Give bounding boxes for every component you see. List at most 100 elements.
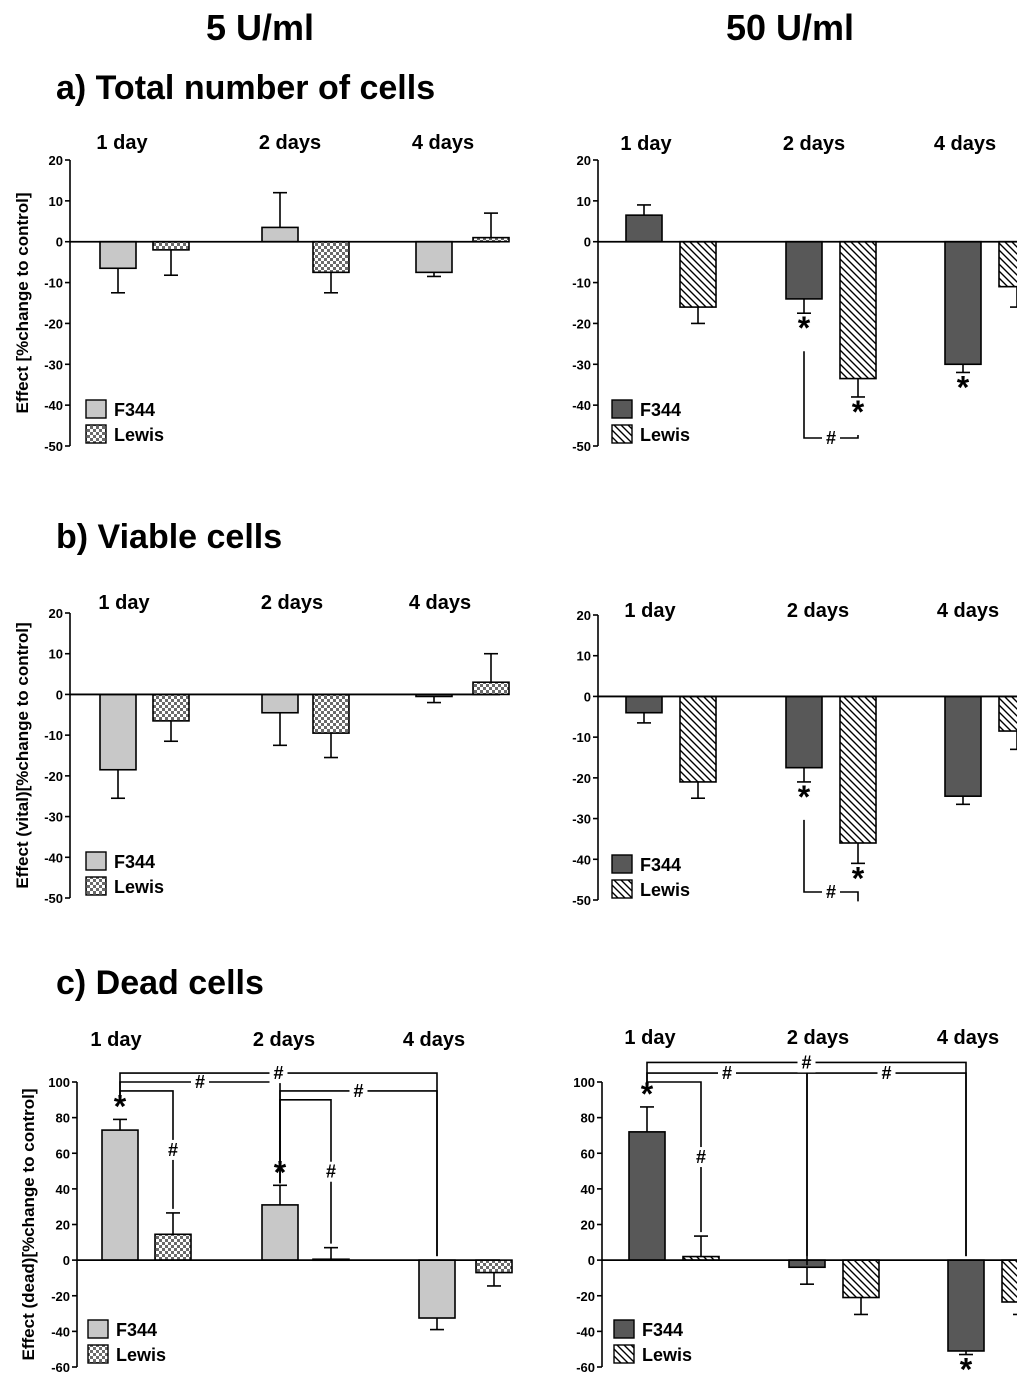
significance-star: *	[852, 860, 865, 896]
bar-f344	[947, 1259, 985, 1352]
legend-label-lewis: Lewis	[640, 880, 690, 900]
bar-f344	[785, 240, 823, 300]
bar-f344	[261, 1204, 299, 1261]
y-tick-label: -40	[572, 852, 591, 867]
chart-c-50: 100 80 60 40 20 0 -20 -40 -60 1 day 2 days 4 days * *…	[573, 1027, 1017, 1375]
group-label: 4 days	[403, 1029, 465, 1051]
bar-lewis	[475, 1259, 513, 1274]
y-tick-label: 0	[588, 1253, 595, 1268]
bracket-label-bg	[692, 1147, 710, 1168]
bracket-label-bg	[822, 428, 840, 448]
bracket-label-bg	[164, 1139, 182, 1160]
group-label: 4 days	[409, 592, 471, 614]
y-tick-label: -60	[51, 1360, 70, 1375]
significance-star: *	[957, 369, 970, 405]
legend-swatch-lewis	[85, 424, 107, 444]
legend-label-f344: F344	[640, 400, 681, 420]
chart-b-5: 20 10 0 -10 -20 -30 -40 -50 Effect (vital)[%chan…	[13, 592, 510, 906]
significance-bracket	[279, 1090, 438, 1257]
bracket-label-bg	[269, 1063, 288, 1084]
y-axis-label: Effect (vital)[%change to control]	[13, 622, 32, 888]
bar-f344	[785, 695, 823, 769]
significance-hash: #	[353, 1081, 363, 1101]
y-tick-label: -50	[572, 893, 591, 908]
bracket-label-bg	[822, 882, 840, 902]
y-tick-label: -40	[44, 398, 63, 413]
bar-lewis	[998, 240, 1017, 288]
significance-star: *	[852, 394, 865, 430]
y-axis-label: Effect (dead)[%change to control]	[19, 1088, 38, 1360]
significance-hash: #	[826, 882, 836, 902]
y-tick-label: 20	[577, 608, 591, 623]
y-tick-label: 40	[581, 1182, 595, 1197]
section-title-b: b) Viable cells	[56, 518, 282, 556]
y-tick-label: 20	[56, 1218, 70, 1233]
legend-label-f344: F344	[114, 852, 155, 872]
legend-swatch-f344	[87, 1319, 109, 1339]
y-tick-label: -50	[44, 891, 63, 906]
group-label: 2 days	[253, 1029, 315, 1051]
significance-bracket	[806, 1072, 967, 1266]
significance-star: *	[114, 1088, 127, 1124]
legend-label-lewis: Lewis	[116, 1345, 166, 1365]
group-label: 1 day	[624, 600, 676, 622]
bar-f344	[625, 695, 663, 714]
y-tick-label: -40	[576, 1324, 595, 1339]
bar-f344	[944, 240, 982, 366]
legend-label-f344: F344	[640, 855, 681, 875]
significance-hash: #	[881, 1063, 891, 1083]
y-tick-label: 0	[584, 689, 591, 704]
y-tick-label: 10	[577, 194, 591, 209]
y-tick-label: -30	[572, 812, 591, 827]
y-tick-label: 40	[56, 1182, 70, 1197]
group-label: 1 day	[90, 1029, 142, 1051]
bar-f344	[261, 693, 299, 714]
bar-lewis	[152, 240, 190, 251]
y-tick-label: 100	[573, 1075, 595, 1090]
y-tick-label: -10	[572, 730, 591, 745]
y-tick-label: -40	[51, 1324, 70, 1339]
y-tick-label: 0	[63, 1253, 70, 1268]
legend-swatch-f344	[613, 1319, 635, 1339]
legend-label-lewis: Lewis	[114, 877, 164, 897]
y-tick-label: -10	[44, 276, 63, 291]
y-tick-label: -20	[572, 316, 591, 331]
bar-f344	[101, 1129, 139, 1261]
group-label: 4 days	[934, 133, 996, 155]
y-tick-label: 0	[584, 235, 591, 250]
bar-f344	[261, 226, 299, 243]
y-tick-label: 10	[49, 647, 63, 662]
legend-swatch-f344	[611, 399, 633, 419]
legend-swatch-lewis	[611, 879, 633, 899]
legend-swatch-lewis	[613, 1344, 635, 1364]
bar-lewis	[154, 1233, 192, 1261]
bracket-label-bg	[191, 1072, 209, 1092]
group-label: 1 day	[98, 592, 150, 614]
y-tick-label: -20	[44, 769, 63, 784]
bracket-label-bg	[718, 1063, 736, 1084]
significance-star: *	[641, 1076, 654, 1112]
y-tick-label: -10	[572, 276, 591, 291]
y-tick-label: 10	[49, 194, 63, 209]
section-title-c: c) Dead cells	[56, 964, 264, 1002]
y-tick-label: -60	[576, 1360, 595, 1375]
y-tick-label: -30	[44, 810, 63, 825]
column-title-50: 50 U/ml	[726, 7, 854, 48]
significance-star: *	[798, 310, 811, 346]
y-tick-label: 100	[48, 1075, 70, 1090]
y-tick-label: 10	[577, 649, 591, 664]
legend-swatch-lewis	[87, 1344, 109, 1364]
group-label: 2 days	[787, 600, 849, 622]
chart-a-5: 20 10 0 -10 -20 -30 -40 -50 Effect [%change to c…	[13, 132, 510, 454]
significance-hash: #	[195, 1072, 205, 1092]
bar-lewis	[679, 240, 717, 308]
chart-c-5: 100 80 60 40 20 0 -20 -40 -60 Effect (dead)[%chan…	[19, 1029, 513, 1375]
legend-label-lewis: Lewis	[642, 1345, 692, 1365]
bar-lewis	[842, 1259, 880, 1299]
y-tick-label: -10	[44, 728, 63, 743]
y-tick-label: 0	[56, 235, 63, 250]
y-tick-label: 60	[56, 1146, 70, 1161]
bar-lewis	[312, 240, 350, 274]
